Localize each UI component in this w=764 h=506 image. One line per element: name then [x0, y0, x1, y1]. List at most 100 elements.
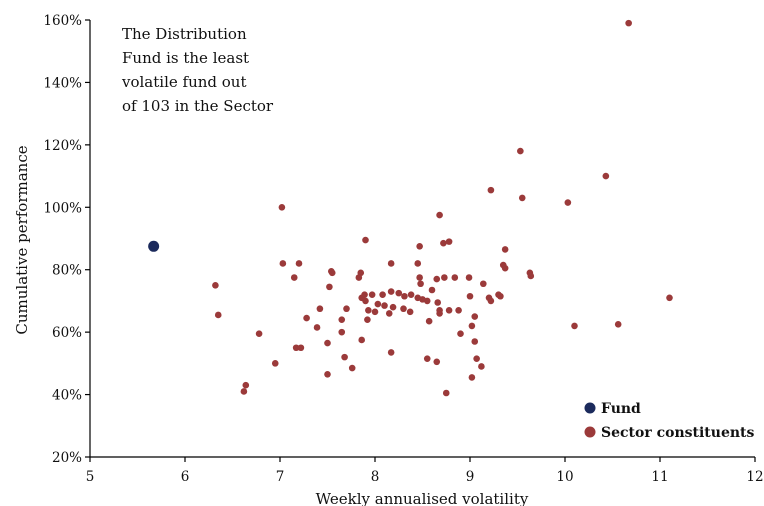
sector-point: [400, 305, 407, 313]
sector-point: [381, 302, 388, 309]
sector-point: [271, 360, 279, 367]
sector-point: [407, 291, 415, 298]
sector-point: [355, 274, 363, 281]
sector-point: [358, 336, 366, 344]
sector-point: [416, 274, 423, 281]
sector-point: [455, 306, 462, 314]
y-tick-label: 20%: [52, 450, 82, 466]
sector-point: [401, 292, 408, 300]
sector-point: [297, 344, 305, 352]
sector-point: [465, 274, 473, 281]
y-tick-label: 80%: [52, 263, 82, 279]
legend: Fund Sector constituents: [584, 401, 755, 441]
sector-point: [303, 314, 310, 322]
sector-point: [379, 291, 386, 298]
plot-area: 20% 40% 60% 80% 100% 120% 140% 160% 5 6 7 8 9 10 11 12: [43, 13, 763, 485]
sector-point: [255, 330, 263, 338]
y-tick-label: 100%: [43, 200, 82, 216]
sector-point: [242, 381, 250, 389]
sector-point: [362, 297, 369, 305]
legend-item-sector: Sector constituents: [584, 425, 755, 441]
sector-point: [364, 316, 371, 323]
legend-sector-label: Sector constituents: [601, 425, 755, 441]
y-tick-label: 120%: [43, 138, 82, 154]
x-tick-label: 12: [746, 469, 763, 485]
sector-point: [324, 370, 331, 378]
sector-point: [425, 317, 433, 325]
sector-point: [501, 246, 509, 253]
sector-point: [316, 305, 324, 313]
x-tick-label: 5: [86, 469, 95, 485]
sector-point: [451, 274, 459, 281]
sector-point: [389, 303, 397, 311]
annotation-line-2: Fund is the least: [122, 49, 249, 67]
sector-point: [371, 308, 379, 316]
x-tick-label: 11: [651, 469, 668, 485]
sector-point: [445, 238, 453, 245]
sector-point: [414, 260, 422, 267]
sector-point: [478, 363, 485, 370]
sector-point: [434, 299, 442, 306]
x-axis-ticks: 5 6 7 8 9 10 11 12: [86, 457, 764, 485]
legend-fund-marker: [584, 402, 596, 414]
sector-point: [571, 322, 578, 330]
sector-point: [497, 292, 504, 300]
sector-point: [374, 300, 382, 308]
sector-point: [480, 280, 487, 288]
sector-point: [473, 355, 480, 362]
sector-point: [385, 310, 393, 317]
sector-point: [501, 264, 509, 272]
sector-point: [338, 328, 346, 336]
sector-point: [214, 311, 222, 319]
sector-point: [517, 147, 524, 155]
sector-point: [290, 274, 298, 281]
sector-point: [487, 297, 495, 305]
fund-point: [148, 240, 160, 252]
sector-point: [518, 194, 526, 202]
sector-point: [433, 358, 441, 366]
sector-point: [417, 280, 424, 288]
legend-sector-marker: [584, 426, 596, 438]
sector-point: [487, 186, 495, 194]
x-axis-label: Weekly annualised volatility: [316, 490, 529, 506]
y-tick-label: 140%: [43, 75, 82, 91]
legend-fund-label: Fund: [601, 401, 641, 417]
sector-point: [240, 388, 248, 395]
sector-point: [387, 288, 395, 295]
y-tick-label: 40%: [52, 388, 82, 404]
data-points: [148, 19, 673, 397]
x-tick-label: 7: [276, 469, 285, 485]
sector-point: [343, 305, 350, 313]
sector-point: [406, 308, 414, 316]
sector-point: [292, 344, 300, 352]
sector-point: [365, 306, 372, 314]
sector-point: [428, 286, 436, 294]
sector-point: [468, 374, 476, 381]
x-tick-label: 6: [181, 469, 190, 485]
sector-point: [348, 364, 356, 372]
sector-point: [445, 306, 453, 314]
sector-point: [436, 211, 443, 219]
sector-point: [387, 349, 395, 356]
sector-point: [602, 172, 610, 180]
sector-point: [328, 269, 336, 277]
chart-annotation: The Distribution Fund is the least volat…: [121, 25, 274, 115]
sector-point: [471, 313, 479, 320]
sector-point: [423, 355, 431, 362]
sector-point: [564, 199, 572, 206]
sector-point: [625, 19, 632, 27]
sector-point: [326, 283, 333, 291]
sector-point: [295, 260, 303, 267]
y-axis-label: Cumulative performance: [13, 145, 31, 334]
x-tick-label: 8: [371, 469, 380, 485]
x-tick-label: 9: [466, 469, 475, 485]
sector-point: [466, 292, 474, 300]
sector-point: [442, 389, 450, 397]
sector-point: [468, 322, 476, 330]
sector-point: [527, 272, 535, 280]
sector-point: [279, 260, 287, 267]
y-axis-ticks: 20% 40% 60% 80% 100% 120% 140% 160%: [43, 13, 90, 466]
annotation-line-4: of 103 in the Sector: [122, 97, 274, 115]
sector-point: [423, 297, 431, 305]
